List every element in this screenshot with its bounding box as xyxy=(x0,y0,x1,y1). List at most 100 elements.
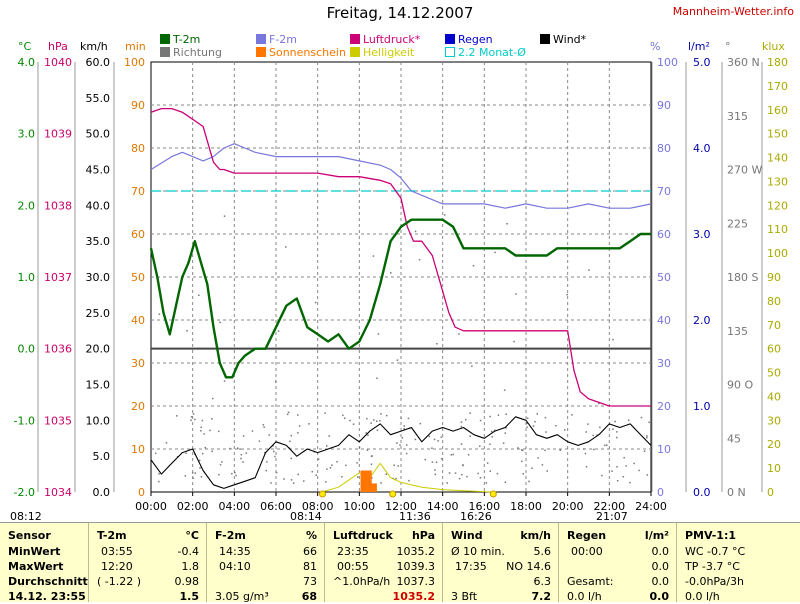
axis-tick-brightness: 60 xyxy=(767,343,781,356)
axis-unit-min: min xyxy=(125,40,146,53)
direction-dot xyxy=(275,471,278,474)
stats-extra: 0.0 l/h xyxy=(567,590,602,603)
direction-dot xyxy=(622,476,625,478)
x-tick-label: 16:00 xyxy=(468,500,500,513)
direction-dot xyxy=(298,425,301,427)
direction-dot xyxy=(571,414,573,416)
direction-dot xyxy=(469,412,471,414)
stats-value: 7.2 xyxy=(531,590,552,603)
axis-tick-humidity: 30 xyxy=(657,357,671,370)
direction-dot xyxy=(433,438,436,441)
axis-tick-wind: 30.0 xyxy=(86,271,111,284)
direction-dot xyxy=(290,479,293,481)
stats-col-pmv: PMV-1:1 WC -0.7 °C TP -3.7 °C -0.0hPa/3h… xyxy=(676,523,800,603)
direction-dot xyxy=(385,473,387,475)
legend-item: F-2m xyxy=(256,33,297,46)
direction-dot xyxy=(526,417,529,419)
direction-dot xyxy=(371,455,373,457)
direction-dot xyxy=(370,422,372,424)
direction-dot xyxy=(531,467,533,469)
direction-dot xyxy=(465,418,467,421)
direction-dot xyxy=(365,432,367,434)
stats-value: 1037.3 xyxy=(396,575,436,588)
direction-dot xyxy=(283,478,285,480)
direction-dot xyxy=(612,428,614,430)
stats-value: 0.0 xyxy=(649,590,670,603)
direction-dot xyxy=(537,457,539,459)
direction-dot xyxy=(440,458,443,460)
direction-dot xyxy=(504,481,507,483)
direction-dot xyxy=(379,419,381,422)
direction-dot xyxy=(191,472,194,474)
axis-tick-rain: 5.0 xyxy=(693,56,711,69)
direction-dot xyxy=(596,434,598,436)
direction-dot xyxy=(303,480,305,482)
direction-dot xyxy=(606,444,608,446)
direction-dot xyxy=(239,448,241,450)
direction-dot xyxy=(479,477,482,479)
direction-dot xyxy=(616,431,618,433)
direction-dot xyxy=(221,461,223,463)
direction-dot xyxy=(436,343,438,345)
direction-dot xyxy=(545,431,547,433)
direction-dot xyxy=(469,435,471,437)
axis-tick-minutes: 30 xyxy=(131,357,145,370)
stats-time: 00:00 xyxy=(571,545,603,558)
direction-dot xyxy=(504,432,506,434)
axis-tick-minutes: 20 xyxy=(131,400,145,413)
direction-dot xyxy=(341,476,343,478)
direction-dot xyxy=(242,461,244,463)
weather-chart: 4.03.02.01.00.0-1.0-2.010401039103810371… xyxy=(14,56,788,513)
legend-item: T-2m xyxy=(160,33,200,46)
axis-tick-wind: 0.0 xyxy=(93,486,111,499)
stats-extra: Gesamt: xyxy=(567,575,614,588)
direction-dot xyxy=(371,477,373,479)
direction-dot xyxy=(566,293,568,296)
legend-item: Helligkeit xyxy=(350,46,414,59)
direction-dot xyxy=(240,453,243,456)
direction-dot xyxy=(158,480,160,483)
direction-dot xyxy=(593,448,595,451)
axis-tick-brightness: 150 xyxy=(767,128,788,141)
direction-dot xyxy=(502,442,505,444)
direction-dot xyxy=(331,464,333,466)
axis-tick-humidity: 20 xyxy=(657,400,671,413)
direction-dot xyxy=(218,473,220,476)
axis-tick-brightness: 10 xyxy=(767,462,781,475)
direction-dot xyxy=(505,427,507,429)
direction-dot xyxy=(604,444,606,447)
axis-tick-direction: 315 xyxy=(727,110,748,123)
legend-swatch xyxy=(256,47,266,57)
direction-dot xyxy=(275,380,277,383)
direction-dot xyxy=(297,414,299,416)
stats-value: 0.0 xyxy=(651,560,670,573)
direction-dot xyxy=(496,472,499,475)
direction-dot xyxy=(403,425,405,427)
pressure-line xyxy=(150,107,651,407)
legend-item: Regen xyxy=(445,33,493,46)
direction-dot xyxy=(315,474,317,476)
direction-dot xyxy=(536,413,538,415)
legend-swatch xyxy=(160,47,170,57)
axis-tick-wind: 35.0 xyxy=(86,235,111,248)
direction-dot xyxy=(521,460,523,463)
direction-dot xyxy=(286,413,289,416)
axis-tick-minutes: 40 xyxy=(131,314,145,327)
site-link[interactable]: Mannheim-Wetter.info xyxy=(672,5,794,18)
direction-dot xyxy=(272,445,274,447)
legend-swatch xyxy=(350,47,360,57)
stats-header-f2m: F-2m xyxy=(215,529,246,542)
direction-dot xyxy=(446,482,448,484)
axis-unit-lm2: l/m² xyxy=(688,40,710,53)
legend-label: 2.2 Monat-Ø xyxy=(458,46,526,59)
stats-value: 1.8 xyxy=(181,560,200,573)
legend-label: T-2m xyxy=(173,33,201,46)
axis-tick-rain: 3.0 xyxy=(693,228,711,241)
direction-dot xyxy=(462,464,464,466)
direction-dot xyxy=(616,436,618,439)
axis-unit-deg: ° xyxy=(725,40,731,53)
legend-swatch xyxy=(540,34,550,44)
direction-dot xyxy=(585,431,587,433)
axis-tick-temp: 4.0 xyxy=(18,56,36,69)
direction-dot xyxy=(328,435,330,437)
